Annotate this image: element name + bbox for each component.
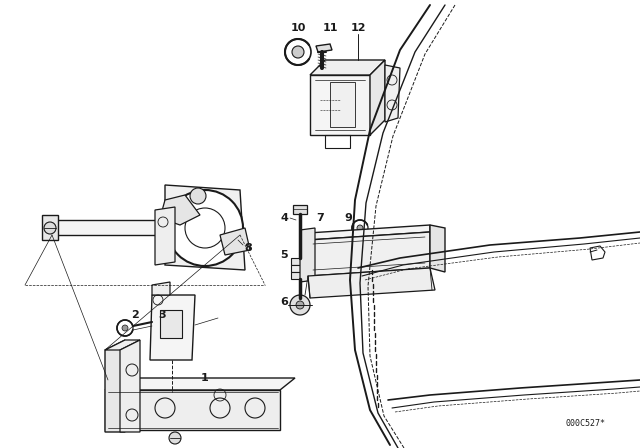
Text: 8: 8 [244,243,252,253]
Polygon shape [308,232,430,276]
Text: 000C527*: 000C527* [565,418,605,427]
Polygon shape [430,225,445,272]
Text: 4: 4 [280,213,288,223]
Polygon shape [150,295,195,360]
Bar [330,82,355,127]
Polygon shape [165,185,245,270]
Text: 11: 11 [323,23,338,33]
Bar [160,310,182,338]
Polygon shape [220,228,250,255]
Circle shape [352,220,368,236]
Polygon shape [152,282,170,295]
Polygon shape [291,272,309,279]
Polygon shape [160,195,200,225]
Circle shape [167,190,243,266]
Polygon shape [42,215,58,240]
Polygon shape [300,228,315,282]
Polygon shape [308,225,430,240]
Polygon shape [293,205,307,214]
Circle shape [285,39,311,65]
Circle shape [169,432,181,444]
Text: 12: 12 [350,23,365,33]
Polygon shape [105,378,295,390]
Circle shape [292,46,304,58]
Circle shape [44,222,56,234]
Text: 3: 3 [158,310,166,320]
Polygon shape [370,60,385,135]
Polygon shape [291,258,309,265]
Circle shape [117,320,133,336]
Polygon shape [120,340,140,432]
Polygon shape [385,65,400,122]
Polygon shape [155,207,175,265]
Polygon shape [310,75,370,135]
Text: 2: 2 [131,310,139,320]
Polygon shape [105,340,125,432]
Polygon shape [52,220,240,235]
Polygon shape [308,268,435,298]
Text: 1: 1 [201,373,209,383]
Circle shape [290,295,310,315]
Polygon shape [105,340,140,350]
Polygon shape [105,390,280,430]
Text: 10: 10 [291,23,306,33]
Text: 5: 5 [280,250,288,260]
Circle shape [122,325,128,331]
Polygon shape [310,60,385,75]
Circle shape [357,225,363,231]
Circle shape [190,188,206,204]
Text: 7: 7 [316,213,324,223]
Circle shape [296,301,304,309]
Polygon shape [316,44,332,52]
Text: 9: 9 [344,213,352,223]
Text: 6: 6 [280,297,288,307]
Polygon shape [291,265,309,272]
